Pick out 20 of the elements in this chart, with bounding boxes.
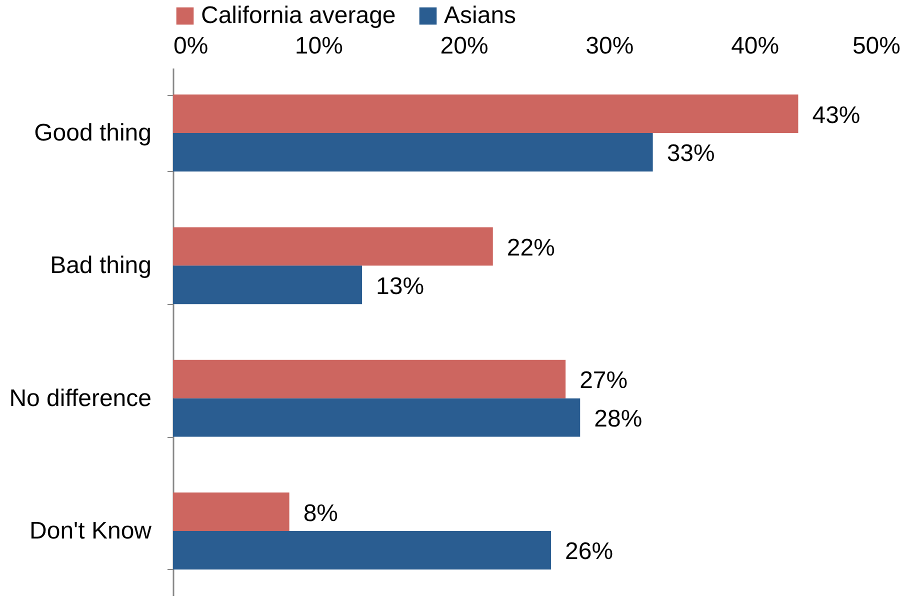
legend-label: Asians: [444, 2, 516, 29]
legend-label: California average: [201, 2, 396, 29]
data-label: 13%: [376, 272, 424, 300]
data-label: 8%: [303, 500, 338, 527]
x-tick-label: 50%: [852, 32, 900, 60]
x-tick-label: 20%: [440, 32, 488, 60]
x-tick-label: 30%: [586, 32, 634, 60]
data-label: 27%: [580, 367, 628, 394]
data-label: 33%: [666, 140, 715, 168]
data-label: 43%: [812, 102, 860, 129]
data-label: 28%: [594, 406, 642, 433]
x-tick-label: 40%: [731, 32, 780, 60]
x-tick-label: 0%: [174, 32, 208, 60]
data-label: 26%: [565, 538, 614, 566]
data-label: 22%: [506, 234, 555, 262]
y-tick-label: Bad thing: [50, 252, 152, 280]
y-tick-label: Good thing: [34, 120, 152, 147]
y-tick-label: No difference: [9, 384, 152, 412]
y-tick-label: Don't Know: [30, 517, 152, 544]
x-tick-label: 10%: [294, 32, 343, 60]
